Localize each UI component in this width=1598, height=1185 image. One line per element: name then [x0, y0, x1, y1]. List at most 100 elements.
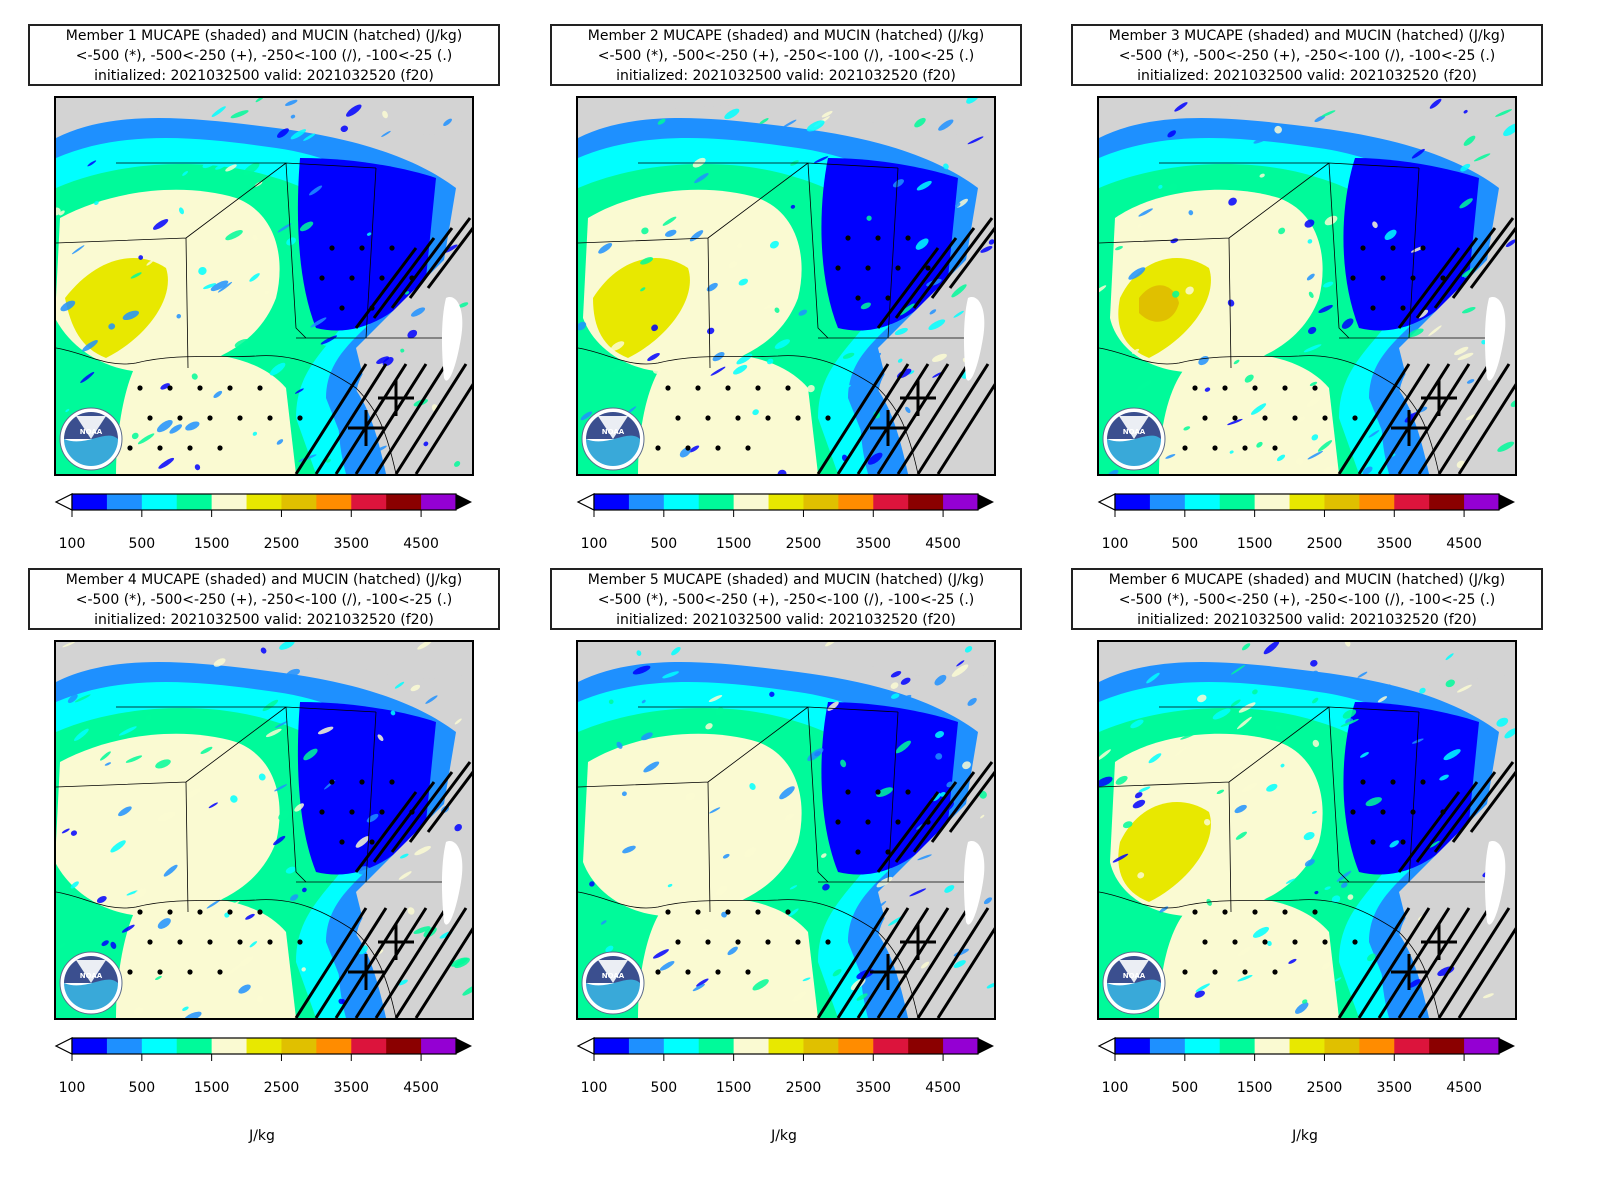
colorbar-tick-label: 3500: [1376, 1080, 1412, 1096]
panel-title-box: Member 6 MUCAPE (shaded) and MUCIN (hatc…: [1071, 568, 1543, 630]
init-valid-time: initialized: 2021032500 valid: 202103252…: [616, 612, 956, 628]
colorbar-tick-label: 2500: [786, 1080, 822, 1096]
colorbar-segment: [176, 1038, 213, 1054]
init-valid-time: initialized: 2021032500 valid: 202103252…: [1137, 612, 1477, 628]
colorbar-tick-label: 1500: [716, 536, 752, 552]
map-panel-member-1: Member 1 MUCAPE (shaded) and MUCIN (hatc…: [28, 24, 528, 584]
colorbar-segment: [1254, 1038, 1291, 1054]
colorbar-segment: [733, 1038, 770, 1054]
noaa-logo: NOAA: [59, 407, 123, 471]
cape-map: NOAA: [1097, 640, 1517, 1020]
colorbar-under-arrow: [576, 493, 595, 511]
colorbar-segment: [1394, 494, 1430, 510]
colorbar-unit-label-4: J/kg: [249, 1128, 275, 1144]
panel-title: Member 1 MUCAPE (shaded) and MUCIN (hatc…: [65, 28, 463, 44]
colorbar-tick-label: 4500: [1446, 536, 1482, 552]
colorbar-tick-label: 4500: [403, 536, 439, 552]
colorbar-segment: [1289, 494, 1325, 510]
colorbar-segment: [72, 494, 108, 510]
colorbar-segment: [1219, 1038, 1256, 1054]
map-panel-member-4: Member 4 MUCAPE (shaded) and MUCIN (hatc…: [28, 568, 528, 1128]
colorbar-segment: [1149, 494, 1186, 510]
colorbar-segment: [176, 494, 213, 510]
colorbar-segment: [698, 494, 735, 510]
noaa-logo: NOAA: [581, 407, 645, 471]
colorbar-tick-label: 2500: [264, 536, 300, 552]
colorbar-segment: [838, 1038, 874, 1054]
colorbar-segment: [628, 1038, 665, 1054]
noaa-logo: NOAA: [59, 951, 123, 1015]
colorbar-segment: [1115, 494, 1151, 510]
colorbar-tick-label: 100: [59, 536, 86, 552]
colorbar-segment: [106, 494, 143, 510]
panel-title-box: Member 5 MUCAPE (shaded) and MUCIN (hatc…: [550, 568, 1022, 630]
colorbar-over-arrow: [1499, 1038, 1515, 1054]
colorbar-segment: [246, 1038, 282, 1054]
noaa-logo: NOAA: [1102, 407, 1166, 471]
colorbar-tick-label: 4500: [403, 1080, 439, 1096]
colorbar-segment: [873, 1038, 909, 1054]
cape-colorbar: 100 500 1500 2500 3500 4500: [576, 1036, 996, 1106]
mucin-hatch-legend: <-500 (*), -500<-250 (+), -250<-100 (/),…: [1118, 592, 1496, 608]
colorbar-segment: [768, 494, 804, 510]
colorbar-over-arrow: [1499, 494, 1515, 510]
colorbar-segment: [351, 1038, 387, 1054]
colorbar-segment: [421, 1038, 457, 1054]
colorbar-under-arrow: [1097, 1037, 1116, 1055]
colorbar-tick-label: 100: [581, 536, 608, 552]
cape-map: NOAA: [54, 640, 474, 1020]
cape-map: NOAA: [54, 96, 474, 476]
colorbar-tick-label: 2500: [786, 536, 822, 552]
colorbar-segment: [141, 1038, 178, 1054]
colorbar-tick-label: 100: [581, 1080, 608, 1096]
cape-map: NOAA: [576, 96, 996, 476]
colorbar-tick-label: 1500: [1237, 536, 1273, 552]
colorbar-tick-label: 3500: [333, 1080, 369, 1096]
colorbar-segment: [141, 494, 178, 510]
map-panel-member-6: Member 6 MUCAPE (shaded) and MUCIN (hatc…: [1071, 568, 1571, 1128]
noaa-logo: NOAA: [1102, 951, 1166, 1015]
mucin-hatch-legend: <-500 (*), -500<-250 (+), -250<-100 (/),…: [597, 48, 975, 64]
colorbar-over-arrow: [456, 494, 472, 510]
colorbar-segment: [594, 494, 630, 510]
colorbar-segment: [1184, 1038, 1221, 1054]
colorbar-segment: [663, 1038, 700, 1054]
cape-map: NOAA: [576, 640, 996, 1020]
colorbar-segment: [316, 494, 352, 510]
mucin-hatch-legend: <-500 (*), -500<-250 (+), -250<-100 (/),…: [1118, 48, 1496, 64]
colorbar-unit-label-5: J/kg: [771, 1128, 797, 1144]
colorbar-segment: [594, 1038, 630, 1054]
panel-title: Member 6 MUCAPE (shaded) and MUCIN (hatc…: [1108, 572, 1506, 588]
colorbar-segment: [1429, 494, 1465, 510]
cape-colorbar: 100 500 1500 2500 3500 4500: [576, 492, 996, 562]
colorbar-segment: [211, 494, 248, 510]
colorbar-tick-label: 500: [128, 1080, 155, 1096]
noaa-logo: NOAA: [581, 951, 645, 1015]
colorbar-segment: [698, 1038, 735, 1054]
colorbar-segment: [281, 1038, 317, 1054]
init-valid-time: initialized: 2021032500 valid: 202103252…: [1137, 68, 1477, 84]
colorbar-segment: [803, 1038, 839, 1054]
colorbar-tick-label: 500: [650, 1080, 677, 1096]
colorbar-segment: [873, 494, 909, 510]
colorbar-segment: [1115, 1038, 1151, 1054]
panel-title: Member 3 MUCAPE (shaded) and MUCIN (hatc…: [1108, 28, 1506, 44]
colorbar-segment: [316, 1038, 352, 1054]
colorbar-tick-label: 100: [1102, 536, 1129, 552]
mucin-hatch-legend: <-500 (*), -500<-250 (+), -250<-100 (/),…: [75, 592, 453, 608]
panel-title-box: Member 4 MUCAPE (shaded) and MUCIN (hatc…: [28, 568, 500, 630]
colorbar-unit-label-6: J/kg: [1292, 1128, 1318, 1144]
colorbar-segment: [1464, 494, 1500, 510]
colorbar-over-arrow: [978, 1038, 994, 1054]
colorbar-tick-label: 1500: [194, 536, 230, 552]
cape-map: NOAA: [1097, 96, 1517, 476]
colorbar-segment: [1359, 1038, 1395, 1054]
colorbar-tick-label: 2500: [1307, 1080, 1343, 1096]
svg-text:NOAA: NOAA: [80, 972, 103, 980]
colorbar-tick-label: 4500: [1446, 1080, 1482, 1096]
colorbar-segment: [768, 1038, 804, 1054]
colorbar-segment: [246, 494, 282, 510]
cape-colorbar: 100 500 1500 2500 3500 4500: [1097, 1036, 1517, 1106]
colorbar-tick-label: 3500: [855, 536, 891, 552]
map-panel-member-5: Member 5 MUCAPE (shaded) and MUCIN (hatc…: [550, 568, 1050, 1128]
